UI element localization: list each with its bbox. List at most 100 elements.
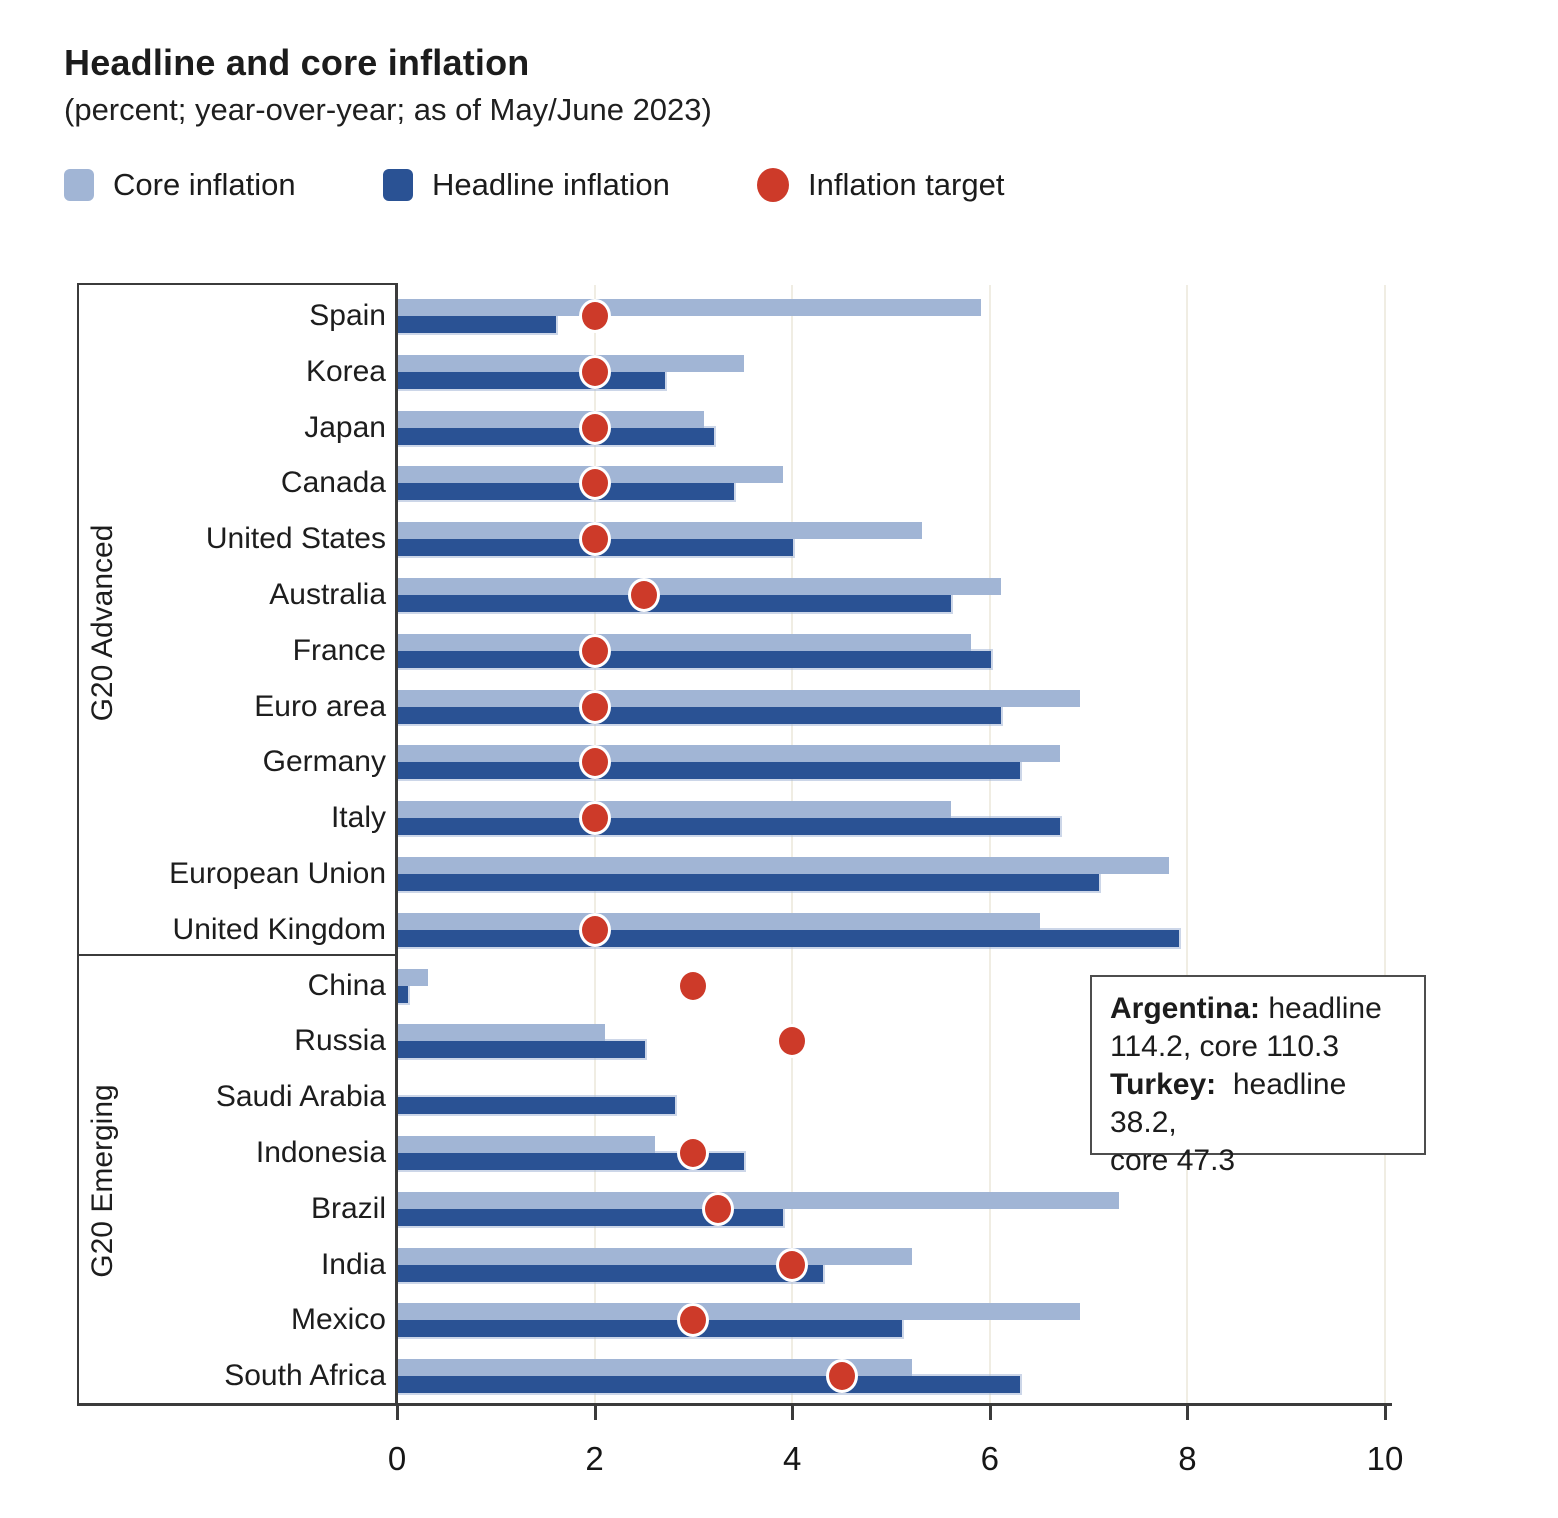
annotation-values: 114.2, core 110.3 xyxy=(1110,1030,1340,1063)
x-axis-tick-label: 0 xyxy=(387,1440,407,1477)
legend-item-core-inflation: Core inflation xyxy=(64,166,296,204)
core-bar-european-union xyxy=(398,857,1169,874)
label-box-left-border xyxy=(77,283,79,1403)
x-axis-tick xyxy=(1384,1403,1387,1420)
headline-bar-united-kingdom xyxy=(398,929,1179,947)
x-axis-tick xyxy=(593,1403,597,1420)
target-dot-united-states xyxy=(578,522,611,557)
target-dot-mexico xyxy=(677,1303,710,1338)
target-dot-korea xyxy=(578,354,611,389)
core-inflation-swatch-icon xyxy=(64,169,94,201)
row-label-canada: Canada xyxy=(280,466,386,500)
annotation-values: headline xyxy=(1260,992,1382,1025)
target-dot-china xyxy=(677,968,710,1003)
target-dot-russia xyxy=(776,1024,809,1059)
target-dot-indonesia xyxy=(677,1136,710,1170)
row-label-south-africa: South Africa xyxy=(224,1359,386,1393)
chart-title: Headline and core inflation xyxy=(64,42,530,83)
row-label-brazil: Brazil xyxy=(310,1191,386,1225)
headline-bar-germany xyxy=(398,762,1021,780)
target-dot-france xyxy=(578,633,611,668)
target-dot-india xyxy=(776,1247,809,1282)
legend-label-core: Core inflation xyxy=(113,167,296,202)
core-bar-indonesia xyxy=(398,1136,655,1153)
headline-bar-italy xyxy=(398,818,1060,836)
annotation-line: Argentina: headline xyxy=(1110,990,1414,1028)
headline-bar-france xyxy=(398,650,991,668)
headline-bar-korea xyxy=(398,371,665,389)
row-label-korea: Korea xyxy=(305,354,386,388)
row-label-germany: Germany xyxy=(262,745,386,779)
row-label-united-states: United States xyxy=(205,522,386,556)
headline-inflation-swatch-icon xyxy=(383,169,413,201)
row-label-united-kingdom: United Kingdom xyxy=(172,912,386,946)
headline-bar-canada xyxy=(398,483,734,501)
row-label-japan: Japan xyxy=(304,410,386,444)
headline-bar-mexico xyxy=(398,1320,902,1338)
row-label-indonesia: Indonesia xyxy=(255,1136,386,1169)
core-bar-australia xyxy=(398,578,1001,595)
row-label-saudi-arabia: Saudi Arabia xyxy=(215,1080,386,1114)
row-label-australia: Australia xyxy=(269,578,386,611)
headline-bar-indonesia xyxy=(398,1153,744,1170)
core-bar-china xyxy=(398,968,428,986)
x-axis-tick xyxy=(791,1403,795,1420)
x-axis-line xyxy=(77,1403,1392,1406)
x-axis-tick xyxy=(1186,1403,1190,1420)
core-bar-germany xyxy=(398,745,1060,763)
core-bar-russia xyxy=(398,1024,606,1042)
row-label-mexico: Mexico xyxy=(290,1303,386,1337)
target-dot-euro-area xyxy=(578,689,611,724)
group-label-g20-advanced: G20 Advanced xyxy=(86,524,119,722)
x-axis-tick-label: 6 xyxy=(980,1440,999,1477)
target-dot-south-africa xyxy=(825,1359,858,1394)
annotation-line: 114.2, core 110.3 xyxy=(1110,1028,1414,1066)
core-bar-italy xyxy=(398,801,952,819)
core-bar-india xyxy=(398,1247,912,1265)
grid-line xyxy=(988,285,991,1403)
annotation-country-name: Turkey: xyxy=(1110,1068,1217,1101)
target-dot-germany xyxy=(578,745,611,780)
x-axis-tick-label: 2 xyxy=(585,1440,604,1477)
core-bar-france xyxy=(398,633,972,651)
target-dot-italy xyxy=(578,801,611,836)
core-bar-korea xyxy=(398,354,744,372)
inflation-target-dot-icon xyxy=(757,168,789,202)
grid-line xyxy=(1186,285,1189,1403)
annotation-values: headline 38.2, xyxy=(1110,1068,1355,1139)
target-dot-canada xyxy=(578,466,611,501)
headline-bar-india xyxy=(398,1264,823,1282)
legend-item-inflation-target: Inflation target xyxy=(757,166,1004,204)
target-dot-brazil xyxy=(702,1191,735,1226)
group-divider-line xyxy=(77,954,397,956)
row-label-italy: Italy xyxy=(330,801,386,835)
headline-bar-australia xyxy=(398,595,952,612)
annotation-country-name: Argentina: xyxy=(1110,992,1260,1025)
y-axis-line xyxy=(395,283,398,1403)
x-axis-tick xyxy=(396,1403,399,1420)
group-label-g20-emerging: G20 Emerging xyxy=(86,1084,119,1278)
core-bar-united-states xyxy=(398,522,922,540)
x-axis-tick xyxy=(988,1403,992,1420)
x-axis-tick-label: 10 xyxy=(1366,1440,1404,1477)
row-label-euro-area: Euro area xyxy=(254,689,386,723)
legend-label-headline: Headline inflation xyxy=(432,167,670,202)
core-bar-mexico xyxy=(398,1303,1080,1321)
headline-bar-european-union xyxy=(398,874,1100,891)
legend-label-target: Inflation target xyxy=(808,167,1005,202)
annotation-line: core 47.3 xyxy=(1110,1142,1414,1180)
row-label-spain: Spain xyxy=(309,299,386,332)
label-box-top-border xyxy=(77,283,397,285)
headline-bar-euro-area xyxy=(398,706,1001,724)
core-bar-brazil xyxy=(398,1191,1120,1209)
target-dot-australia xyxy=(628,578,660,612)
target-dot-spain xyxy=(578,299,611,333)
headline-bar-spain xyxy=(398,316,557,333)
legend-item-headline-inflation: Headline inflation xyxy=(383,166,670,204)
headline-bar-japan xyxy=(398,427,715,445)
annotation-values: core 47.3 xyxy=(1110,1144,1236,1177)
core-bar-south-africa xyxy=(398,1359,912,1377)
grid-line xyxy=(791,285,794,1403)
target-dot-united-kingdom xyxy=(578,912,611,947)
